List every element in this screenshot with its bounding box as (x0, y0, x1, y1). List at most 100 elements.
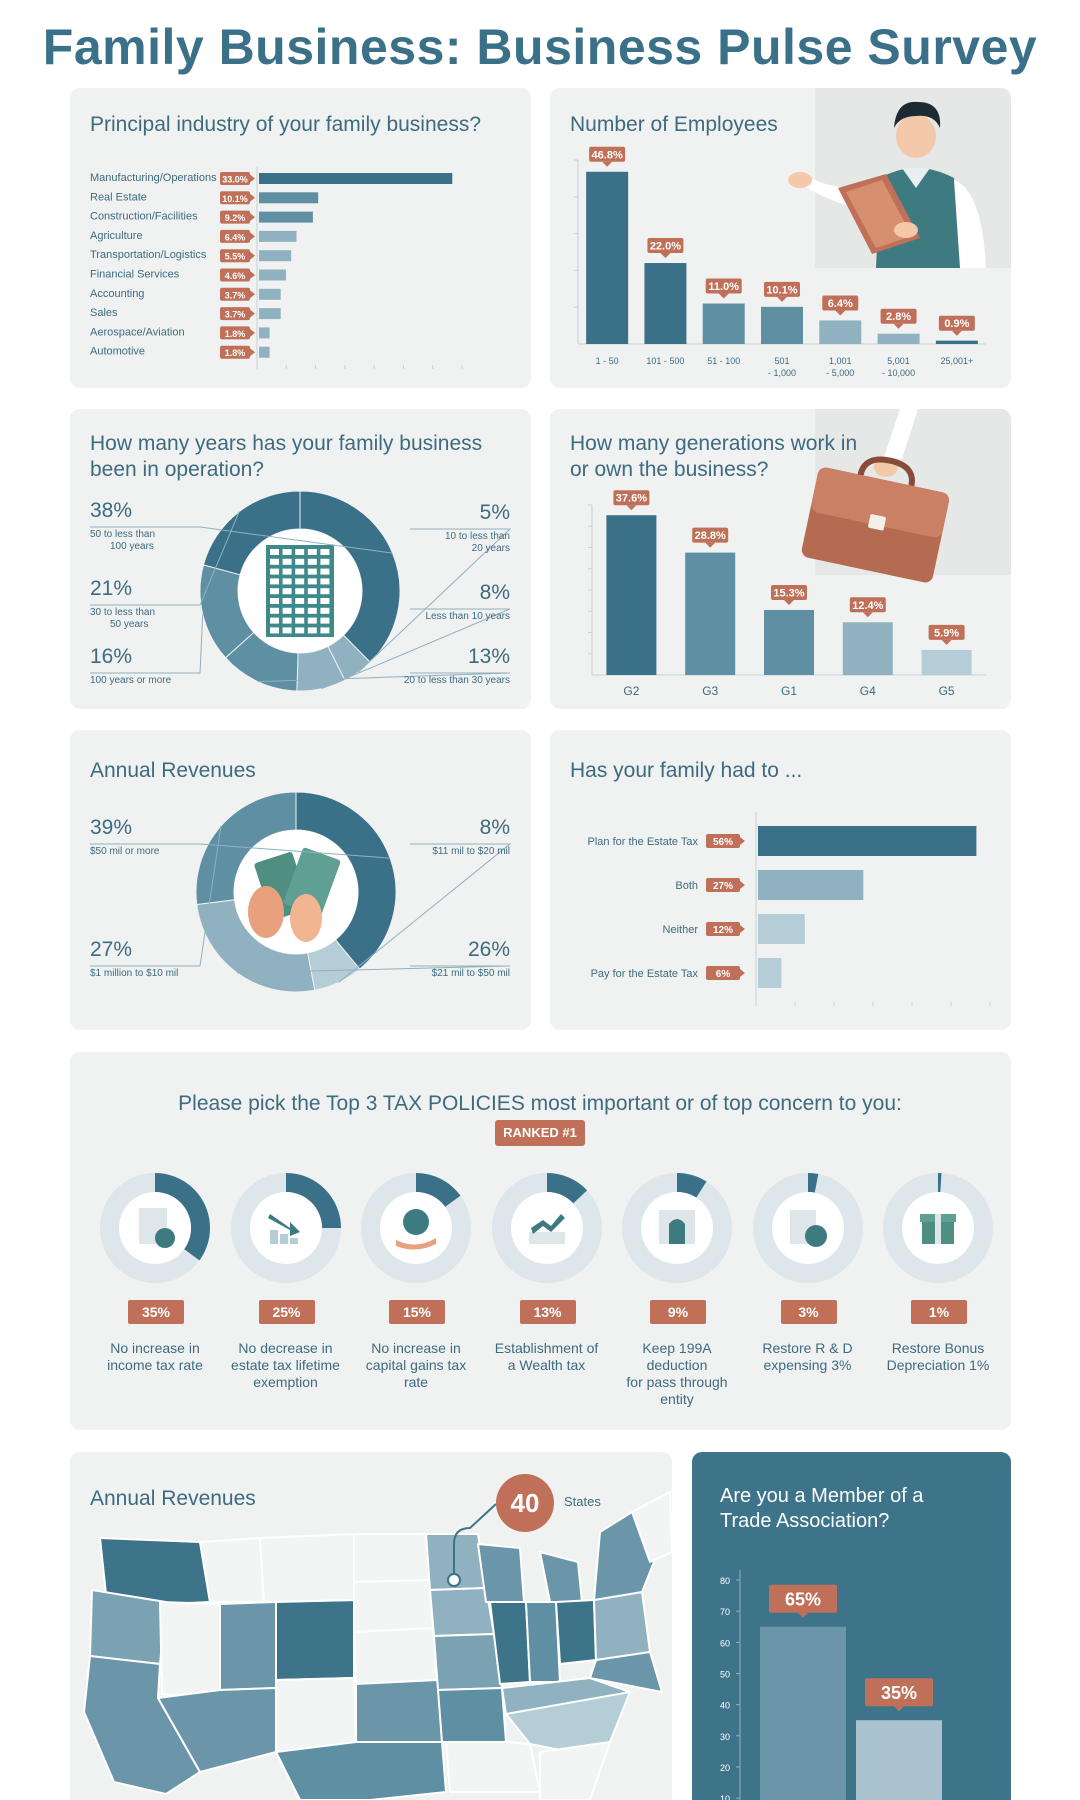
member-y-tick-label: 50 (720, 1669, 730, 1679)
estate-category-label: Pay for the Estate Tax (591, 968, 699, 980)
category-label: 101 - 500 (646, 356, 684, 366)
ring-value-arc (285, 1173, 341, 1228)
estate-bar (758, 958, 782, 988)
industry-value-tag-text: 3.7% (225, 310, 246, 320)
industry-value-tag: 6.4% (220, 229, 255, 243)
estate-value-tag-text: 6% (716, 969, 731, 980)
industry-bar (259, 269, 286, 281)
trade-association-card: Are you a Member of a Trade Association?… (692, 1452, 1011, 1800)
growth-chart-icon (528, 1214, 565, 1244)
estate-category-label: Neither (663, 924, 699, 936)
generations-svg-value-tag: 12.4% (849, 597, 886, 618)
slice-label-line: 100 years or more (90, 675, 172, 686)
declining-chart-icon (267, 1214, 300, 1244)
employees-bar-chart: 46.8% 1 - 50 22.0% 101 - 500 11.0% 51 - 100 10… (574, 146, 986, 378)
estate-value-tag-text: 56% (713, 837, 733, 848)
leader-line (90, 511, 240, 606)
estate-card: Has your family had to ... Plan for the … (550, 730, 1011, 1030)
slice-percent: 8% (479, 816, 510, 839)
generations-svg-value-tag-text: 28.8% (695, 530, 726, 542)
employees-svg-value-tag: 0.9% (938, 315, 975, 336)
slice-percent: 27% (90, 938, 133, 961)
industry-value-tag-text: 9.2% (225, 213, 246, 223)
tax-policy-label-line: rate (403, 1374, 429, 1390)
slice-label: 10 to less than 20 years (445, 531, 510, 555)
state-count-label: States (564, 1494, 601, 1509)
employees-svg-value-tag-text: 2.8% (886, 311, 911, 323)
employees-svg-bar (586, 171, 629, 344)
tax-policy-label-line: Establishment of (494, 1340, 599, 1356)
slice-label: 30 to less than 50 years (90, 607, 155, 631)
slice-percent: 39% (90, 816, 133, 839)
revenues-donut-chart (90, 791, 512, 993)
employees-svg-bar (935, 340, 978, 344)
industry-bar (259, 211, 313, 223)
map-title: Annual Revenues (90, 1487, 256, 1510)
tax-policy-label-line: capital gains tax (365, 1357, 467, 1373)
cash-in-hands-icon (248, 847, 341, 942)
tax-policy-item: 25% No decrease in estate tax lifetime exem… (221, 1172, 351, 1392)
slice-label: $50 mil or more (90, 846, 159, 858)
leader-line (90, 843, 391, 859)
estate-category-label: Both (675, 880, 698, 892)
employees-title: Number of Employees (570, 113, 778, 136)
estate-value-tag: 12% (706, 922, 745, 936)
estate-bar (758, 914, 805, 944)
employees-svg-value-tag-text: 46.8% (592, 149, 623, 161)
industry-category-label: Automotive (90, 346, 145, 358)
generations-svg-bar (921, 649, 972, 675)
category-label: G4 (860, 684, 876, 698)
industry-category-label: Sales (90, 307, 118, 319)
slice-label-line: 20 to less than 30 years (403, 675, 510, 686)
slice-percent: 26% (467, 938, 510, 961)
leader-line (357, 528, 512, 673)
employees-svg-value-tag: 11.0% (705, 278, 742, 299)
ring-value-arc (155, 1173, 210, 1261)
category-label: - 5,000 (826, 368, 854, 378)
slice-label: Less than 10 years (426, 611, 511, 623)
industry-bar (259, 250, 292, 262)
generations-bar-chart: 37.6% G2 28.8% G3 15.3% G1 12.4% G4 5.9% G5 (588, 490, 986, 698)
tax-policy-item: 35% No increase in income tax rate (90, 1172, 220, 1392)
industry-category-label: Manufacturing/Operations (90, 172, 217, 184)
leader-line (338, 843, 512, 983)
generations-svg-value-tag-text: 37.6% (616, 493, 647, 505)
slice-label-line: $1 million to $10 mil (90, 968, 179, 979)
industry-value-tag-text: 3.7% (225, 290, 246, 300)
slice-label: $1 million to $10 mil (90, 968, 178, 980)
slice-label-line: 50 to less than (90, 529, 156, 540)
industry-value-tag-text: 6.4% (225, 232, 246, 242)
tax-policy-percent: 35% (128, 1300, 184, 1324)
tax-policy-ring (622, 1173, 732, 1283)
generations-svg-bar (606, 515, 657, 675)
estate-value-tag: 27% (706, 878, 745, 892)
tax-policy-label: Restore Bonus Depreciation 1% (873, 1340, 1003, 1374)
member-value-tag: 35% (865, 1678, 933, 1712)
map-card: Annual Revenues (70, 1452, 672, 1800)
generations-card: How many generations work in or own the … (550, 409, 1011, 709)
employees-svg-bar (877, 333, 920, 344)
generations-svg-value-tag: 28.8% (692, 527, 729, 548)
industry-value-tag: 33.0% (220, 172, 255, 185)
employees-svg-bar (644, 263, 687, 344)
employees-svg-bar (761, 306, 803, 344)
generations-svg-value-tag: 37.6% (613, 490, 650, 511)
tax-policy-item: 15% No increase in capital gains tax rate (351, 1172, 481, 1392)
employees-svg-value-tag: 46.8% (589, 146, 626, 167)
trade-association-title: Are you a Member of a Trade Association? (720, 1485, 924, 1532)
trade-association-bar-chart: 10 20 30 40 50 60 70 80 65% 35% (720, 1570, 942, 1800)
industry-value-tag: 10.1% (220, 191, 255, 205)
category-label: - 1,000 (768, 368, 796, 378)
estate-value-tag-text: 27% (713, 881, 733, 892)
estate-value-tag-text: 12% (713, 925, 733, 936)
generations-svg-bar (764, 609, 814, 675)
industry-category-label: Transportation/Logistics (90, 249, 207, 261)
briefcase-illustration (801, 409, 950, 583)
category-label: G1 (781, 684, 797, 698)
slice-percent: 8% (479, 581, 510, 604)
slice-label-line: 30 to less than (90, 607, 156, 618)
slice-label: $21 mil to $50 mil (432, 968, 510, 980)
estate-bar-chart: Plan for the Estate Tax 56% Both 27% Neither… (588, 812, 991, 1006)
years-donut-chart (90, 490, 512, 692)
category-label: - 10,000 (882, 368, 915, 378)
